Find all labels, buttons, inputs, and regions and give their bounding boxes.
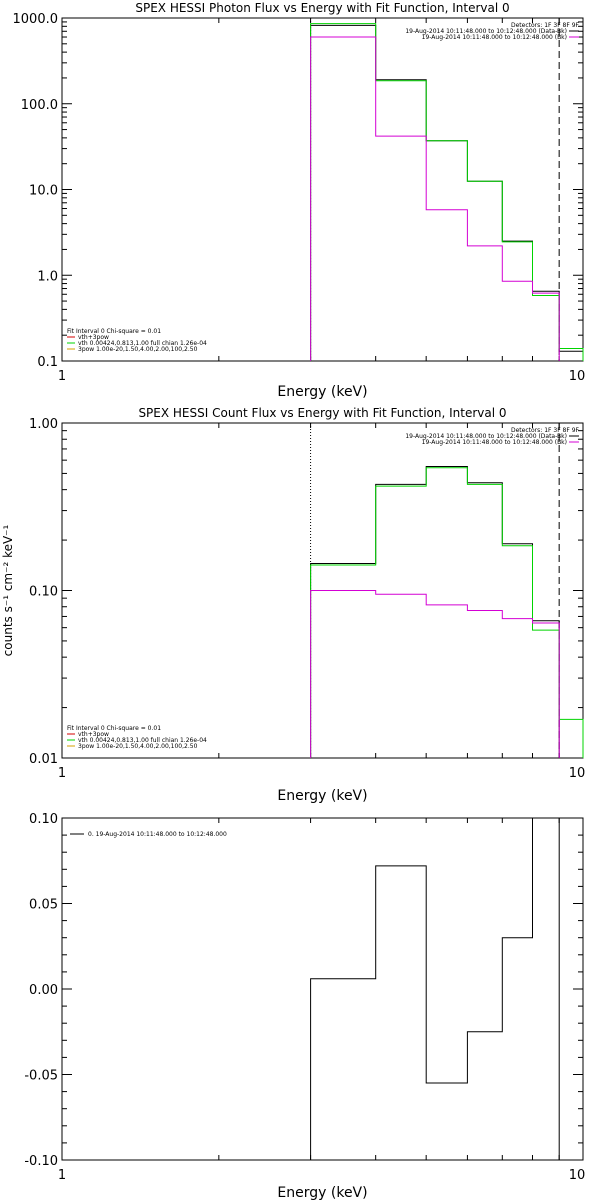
y-tick-label: 0.00 (29, 983, 58, 998)
series-step-line (310, 817, 560, 1160)
y-tick-label: 10.0 (29, 184, 58, 199)
series-step-line (310, 467, 584, 758)
y-tick-label: 1.0 (37, 269, 58, 284)
fit-legend-title: Fit Interval 0 Chi-square = 0.01 (67, 725, 161, 732)
series-step-line (310, 590, 560, 758)
fit-legend-title: Fit Interval 0 Chi-square = 0.01 (67, 328, 161, 335)
fit-legend-text: vth 0.00424,0.813,1.00 full chian 1.26e-… (78, 340, 207, 347)
x-axis-label: Energy (keV) (277, 1185, 367, 1200)
y-tick-label: 1.00 (29, 417, 58, 432)
legend-text: 19-Aug-2014 10:11:48.000 to 10:12:48.000… (405, 28, 567, 35)
legend-text: 19-Aug-2014 10:11:48.000 to 10:12:48.000… (422, 439, 567, 446)
fit-legend-text: 3pow 1.00e-20,1.50,4.00,2.00,100,2.50 (78, 743, 198, 750)
chart-title: SPEX HESSI Photon Flux vs Energy with Fi… (135, 1, 509, 15)
x-axis-label: Energy (keV) (277, 384, 367, 400)
y-tick-label: 100.0 (21, 98, 58, 113)
fit-legend-text: vth+3pow (78, 334, 109, 341)
fit-legend-text: 3pow 1.00e-20,1.50,4.00,2.00,100,2.50 (78, 346, 198, 353)
series-step-line (310, 36, 560, 361)
x-tick-label: 1 (58, 369, 66, 384)
fit-legend-text: vth 0.00424,0.813,1.00 full chian 1.26e-… (78, 737, 207, 744)
panel-2: SPEX HESSI Count Flux vs Energy with Fit… (1, 406, 585, 804)
panel-3: Energy (keV) -0.10 -0.05 0.00 0.05 0.10 1 10 0. … (24, 812, 585, 1200)
y-tick-label: 0.10 (29, 812, 58, 827)
x-tick-label: 1 (58, 766, 66, 781)
series-step-line (310, 24, 584, 361)
y-tick-label: 1000.0 (13, 12, 59, 27)
x-axis-label: Energy (keV) (277, 788, 367, 804)
legend-text: 19-Aug-2014 10:11:48.000 to 10:12:48.000… (405, 433, 567, 440)
plot-frame (61, 817, 584, 1161)
y-tick-label: 0.01 (29, 752, 58, 767)
chart-title: SPEX HESSI Count Flux vs Energy with Fit… (138, 406, 506, 420)
y-tick-label: 0.10 (29, 585, 58, 600)
y-tick-label: 0.1 (37, 355, 58, 370)
y-tick-label: -0.10 (24, 1154, 58, 1169)
y-tick-label: -0.05 (24, 1069, 58, 1084)
x-tick-label: 10 (569, 766, 586, 781)
series-step-line (310, 23, 584, 361)
panel-1: SPEX HESSI Photon Flux vs Energy with Fi… (13, 1, 586, 400)
x-tick-label: 10 (569, 369, 586, 384)
fit-legend-text: vth+3pow (78, 731, 109, 738)
x-tick-label: 1 (58, 1168, 66, 1183)
legend-title: Detectors: 1F 3F 8F 9F (511, 22, 580, 29)
legend-title: Detectors: 1F 3F 8F 9F (511, 427, 580, 434)
legend-text: 19-Aug-2014 10:11:48.000 to 10:12:48.000… (422, 34, 567, 41)
plot-frame (61, 17, 584, 362)
x-tick-label: 10 (569, 1168, 586, 1183)
y-tick-label: 0.05 (29, 898, 58, 913)
y-axis-label: counts s⁻¹ cm⁻² keV⁻¹ (1, 524, 15, 656)
series-step-line (310, 466, 560, 758)
legend-text: 0. 19-Aug-2014 10:11:48.000 to 10:12:48.… (88, 831, 227, 838)
